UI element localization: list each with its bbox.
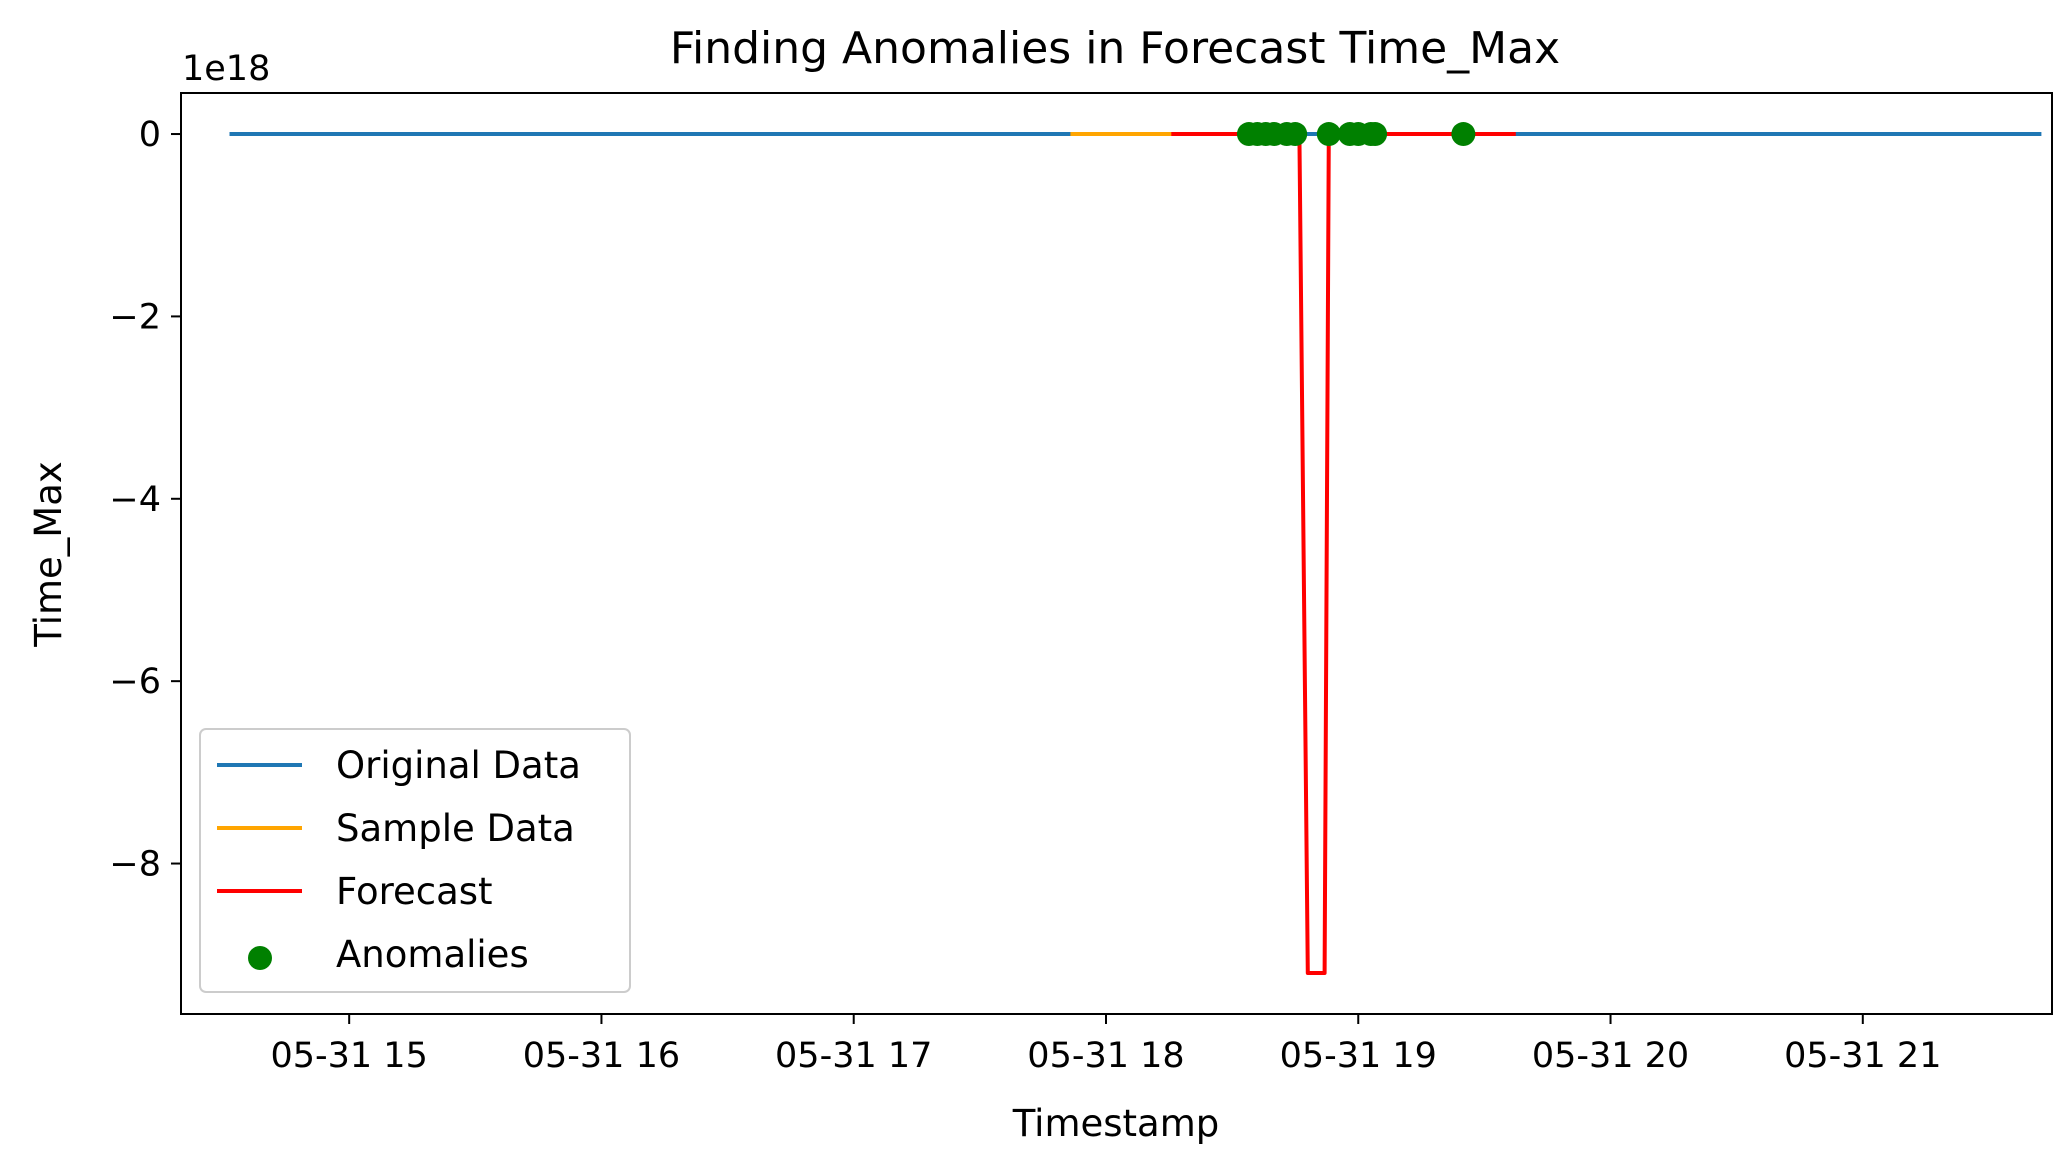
y-tick-label-0: 0 — [139, 115, 161, 155]
plot-area — [229, 122, 2042, 975]
chart-title: Finding Anomalies in Forecast Time_Max — [670, 23, 1560, 74]
legend-label-0: Original Data — [336, 744, 581, 787]
y-tick-label-1: −2 — [109, 297, 161, 337]
legend-swatch-3 — [248, 946, 272, 970]
legend: Original Data Sample Data Forecast Anomalie… — [199, 728, 631, 993]
plot-frame — [180, 92, 2053, 1015]
anomaly-point-5 — [1283, 122, 1308, 147]
anomaly-point-6 — [1316, 122, 1341, 147]
x-tick-label-2: 05-31 17 — [775, 1036, 932, 1076]
legend-box — [199, 728, 631, 993]
x-axis-label: Timestamp — [1012, 1102, 1220, 1145]
anomaly-point-11 — [1451, 122, 1476, 147]
x-tick-label-1: 05-31 16 — [523, 1036, 680, 1076]
x-tick-label-5: 05-31 20 — [1532, 1036, 1689, 1076]
x-tick-label-0: 05-31 15 — [270, 1036, 427, 1076]
y-tick-label-3: −6 — [109, 662, 161, 702]
x-tick-label-4: 05-31 19 — [1280, 1036, 1437, 1076]
x-tick-label-6: 05-31 21 — [1784, 1036, 1941, 1076]
y-tick-label-4: −8 — [109, 845, 161, 885]
anomaly-point-10 — [1363, 122, 1388, 147]
x-tick-label-3: 05-31 18 — [1027, 1036, 1184, 1076]
legend-label-2: Forecast — [336, 870, 493, 913]
y-offset-label: 1e18 — [182, 49, 270, 89]
legend-label-1: Sample Data — [336, 807, 575, 850]
x-axis: 05-31 15 05-31 16 05-31 17 05-31 18 05-31 19… — [270, 1014, 1941, 1076]
y-tick-label-2: −4 — [109, 480, 161, 520]
legend-label-3: Anomalies — [336, 933, 529, 976]
y-axis: 0 −2 −4 −6 −8 — [109, 115, 181, 885]
y-axis-label: Time_Max — [27, 461, 70, 648]
